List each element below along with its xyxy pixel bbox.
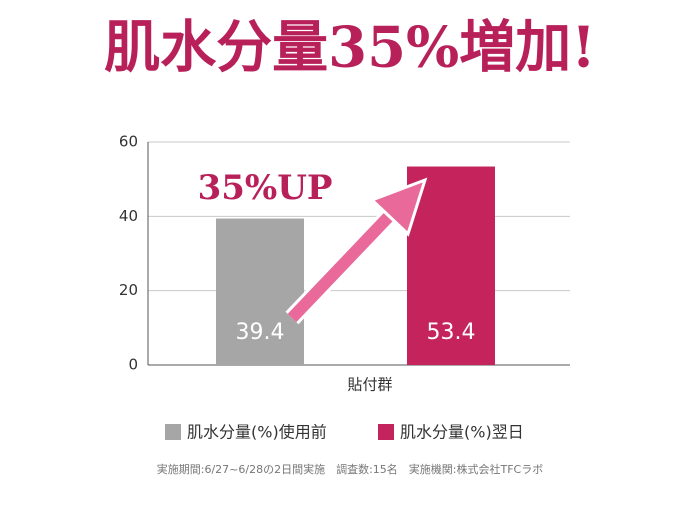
y-tick-label: 20: [119, 281, 138, 299]
data-label: 39.4: [236, 320, 285, 345]
legend-label: 肌水分量(%)使用前: [187, 423, 327, 442]
plot: 0 20 40 60 39.4 53.4: [119, 133, 570, 374]
arrow: [285, 177, 428, 325]
x-tick-label: 貼付群: [347, 376, 392, 394]
data-label: 53.4: [427, 320, 476, 345]
chart-title: 肌水分量35%増加!: [104, 15, 596, 81]
arrow-head: [369, 177, 428, 237]
legend-swatch: [378, 424, 394, 440]
arrow-shaft: [287, 205, 400, 323]
y-tick-label: 0: [128, 356, 138, 374]
bar: [407, 166, 495, 365]
bar: [216, 218, 304, 365]
legend-swatch: [165, 424, 181, 440]
y-tick-label: 60: [119, 133, 138, 151]
y-tick-label: 40: [119, 207, 138, 225]
legend-label: 肌水分量(%)翌日: [400, 423, 524, 442]
footnote: 実施期間:6/27~6/28の2日間実施 調査数:15名 実施機関:株式会社TF…: [157, 462, 543, 476]
annotation: 35%UP: [198, 168, 333, 208]
